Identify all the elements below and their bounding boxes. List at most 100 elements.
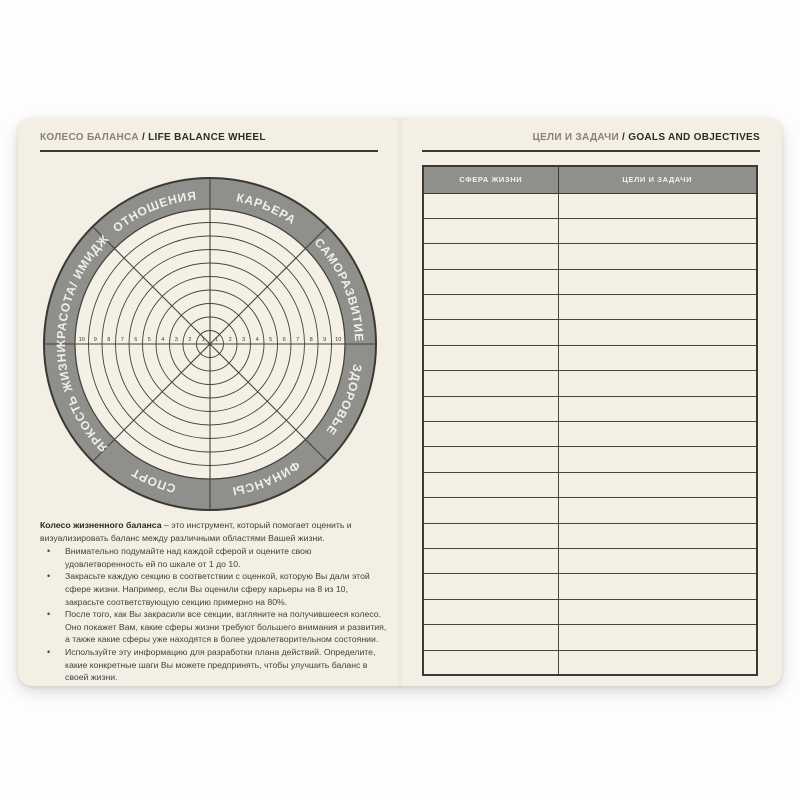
right-title-ru: ЦЕЛИ И ЗАДАЧИ <box>532 132 619 143</box>
goals-table-row <box>422 471 758 499</box>
goals-table-row <box>422 547 758 575</box>
svg-text:9: 9 <box>94 337 97 343</box>
instruction-bullet: Внимательно подумайте над каждой сферой … <box>40 545 388 570</box>
svg-text:8: 8 <box>107 337 110 343</box>
sphere-cell <box>422 547 559 575</box>
goals-cell <box>557 598 758 626</box>
column-header-goals: ЦЕЛИ И ЗАДАЧИ <box>557 165 758 194</box>
goals-cell <box>557 294 758 321</box>
sphere-cell <box>422 649 559 676</box>
goals-table-row <box>422 319 758 346</box>
column-header-life-sphere: СФЕРА ЖИЗНИ <box>422 165 559 194</box>
svg-text:10: 10 <box>79 337 85 343</box>
life-balance-wheel-svg: 1 12 23 34 45 56 67 78 89 910 10 КАРЬЕРА САМОРАЗВИ… <box>43 177 377 511</box>
goals-table-row <box>422 421 758 448</box>
goals-cell <box>557 497 758 524</box>
instruction-bullet: Закрасьте каждую секцию в соответствии с… <box>40 570 388 608</box>
sphere-cell <box>422 395 559 423</box>
goals-table-header-row: СФЕРА ЖИЗНИ ЦЕЛИ И ЗАДАЧИ <box>422 165 758 194</box>
notebook-spread: КОЛЕСО БАЛАНСА / LIFE BALANCE WHEEL 1 1 2 2… <box>18 118 782 686</box>
sphere-cell <box>422 243 559 270</box>
goals-table-row <box>422 243 758 270</box>
goals-cell <box>557 624 758 651</box>
goals-table-row <box>422 649 758 676</box>
svg-text:8: 8 <box>310 337 313 343</box>
left-title-ru: КОЛЕСО БАЛАНСА <box>40 132 139 143</box>
sphere-cell <box>422 522 559 549</box>
left-page-header: КОЛЕСО БАЛАНСА / LIFE BALANCE WHEEL <box>40 132 378 152</box>
svg-text:4: 4 <box>161 337 164 343</box>
sphere-cell <box>422 344 559 372</box>
goals-table-row <box>422 522 758 549</box>
svg-text:6: 6 <box>283 337 286 343</box>
sphere-cell <box>422 497 559 524</box>
goals-cell <box>557 243 758 270</box>
goals-table-body <box>422 192 758 676</box>
svg-text:5: 5 <box>148 337 151 343</box>
goals-cell <box>557 344 758 372</box>
goals-cell <box>557 370 758 397</box>
sphere-cell <box>422 624 559 651</box>
svg-text:5: 5 <box>269 337 272 343</box>
goals-table-row <box>422 268 758 296</box>
goals-table-row <box>422 370 758 397</box>
goals-cell <box>557 421 758 448</box>
description-lead-bold: Колесо жизненного баланса <box>40 520 162 530</box>
goals-table-row <box>422 192 758 219</box>
goals-table-row <box>422 344 758 372</box>
goals-table-row <box>422 446 758 473</box>
goals-table-row <box>422 573 758 600</box>
goals-table-row <box>422 217 758 245</box>
sphere-cell <box>422 446 559 473</box>
right-page-header: ЦЕЛИ И ЗАДАЧИ / GOALS AND OBJECTIVES <box>422 132 760 152</box>
svg-text:10: 10 <box>335 337 341 343</box>
goals-table-row <box>422 624 758 651</box>
svg-text:4: 4 <box>256 337 259 343</box>
sphere-cell <box>422 192 559 219</box>
goals-cell <box>557 217 758 245</box>
svg-text:9: 9 <box>323 337 326 343</box>
wheel-description: Колесо жизненного баланса – это инструме… <box>40 519 388 684</box>
wheel-spokes <box>44 178 376 510</box>
sphere-cell <box>422 294 559 321</box>
sphere-cell <box>422 217 559 245</box>
svg-text:2: 2 <box>188 337 191 343</box>
svg-text:2: 2 <box>229 337 232 343</box>
svg-text:3: 3 <box>175 337 178 343</box>
svg-text:7: 7 <box>296 337 299 343</box>
goals-cell <box>557 573 758 600</box>
left-title-separator: / <box>141 132 146 143</box>
goals-table-row <box>422 395 758 423</box>
goals-table-row <box>422 497 758 524</box>
right-title-separator: / <box>622 132 626 143</box>
svg-text:1: 1 <box>202 337 205 343</box>
svg-text:3: 3 <box>242 337 245 343</box>
instruction-bullet: После того, как Вы закрасили все секции,… <box>40 608 388 646</box>
goals-cell <box>557 446 758 473</box>
svg-text:6: 6 <box>134 337 137 343</box>
goals-table: СФЕРА ЖИЗНИ ЦЕЛИ И ЗАДАЧИ <box>422 165 758 677</box>
goals-cell <box>557 192 758 219</box>
goals-cell <box>557 547 758 575</box>
svg-text:1: 1 <box>215 337 218 343</box>
right-title-en: GOALS AND OBJECTIVES <box>628 132 760 143</box>
goals-cell <box>557 522 758 549</box>
goals-cell <box>557 395 758 423</box>
life-balance-wheel: 1 1 2 2 3 3 4 4 5 5 6 6 7 7 8 8 9 9 10 10 КАРЬЕРА САМОРАЗВИ… <box>40 174 380 514</box>
instructions-list: Внимательно подумайте над каждой сферой … <box>40 545 388 684</box>
goals-cell <box>557 319 758 346</box>
sphere-cell <box>422 268 559 296</box>
wheel-scale-numbers: 1 1 2 2 3 3 4 4 5 5 6 6 7 7 8 8 9 9 10 10 <box>79 337 342 343</box>
sphere-cell <box>422 573 559 600</box>
sphere-cell <box>422 370 559 397</box>
sphere-cell <box>422 421 559 448</box>
description-lead-rest: – это инструмент, который помогает оцени… <box>40 520 352 543</box>
goals-cell <box>557 268 758 296</box>
instruction-bullet: Используйте эту информацию для разработк… <box>40 646 388 684</box>
sphere-cell <box>422 319 559 346</box>
goals-cell <box>557 471 758 499</box>
sphere-cell <box>422 471 559 499</box>
svg-text:7: 7 <box>121 337 124 343</box>
goals-cell <box>557 649 758 676</box>
description-lead: Колесо жизненного баланса – это инструме… <box>40 519 388 544</box>
